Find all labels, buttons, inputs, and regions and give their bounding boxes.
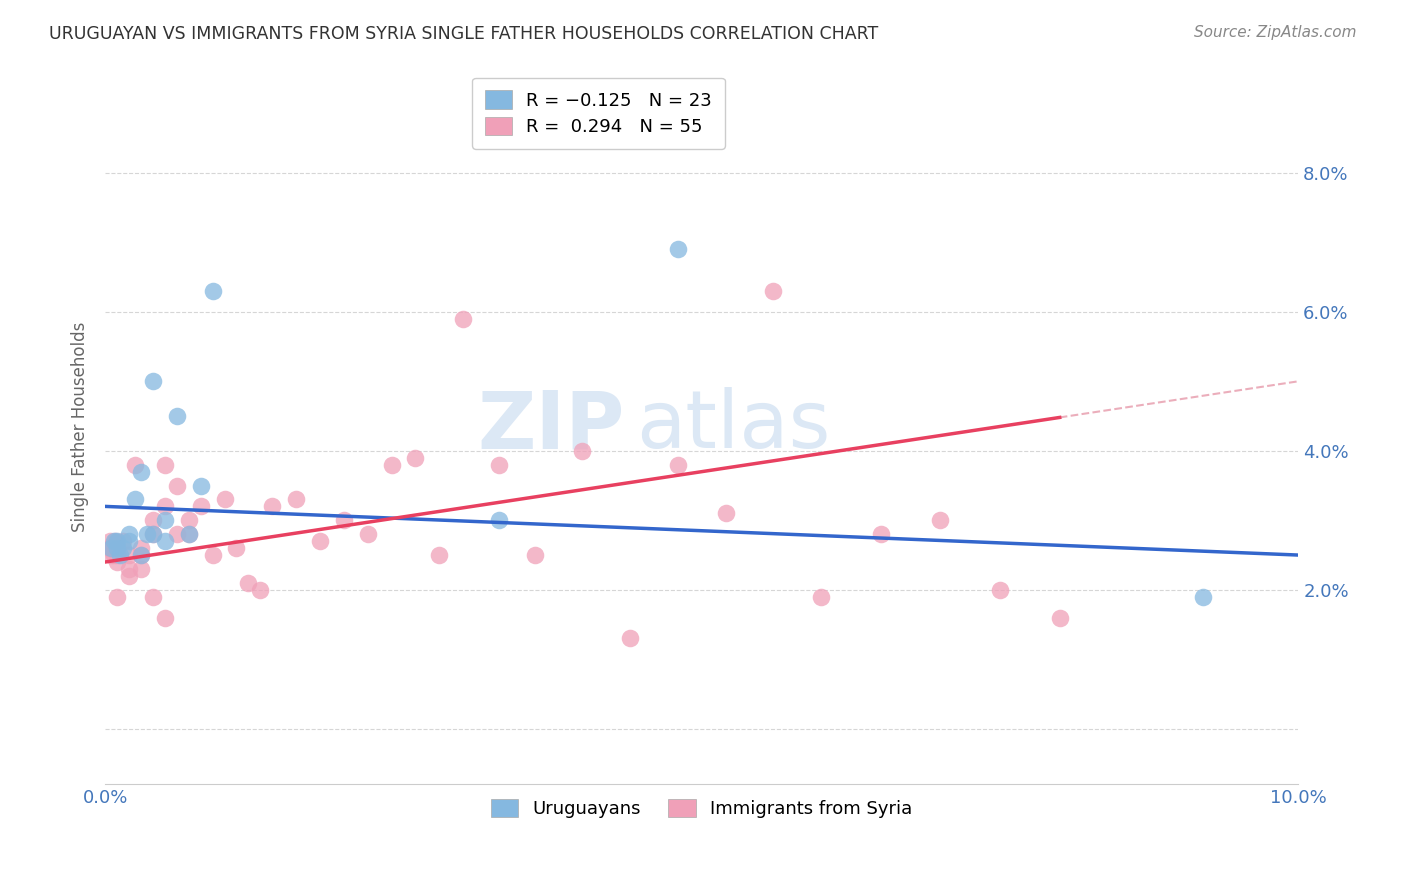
Point	[404, 450, 426, 465]
Point	[136, 527, 159, 541]
Point	[190, 500, 212, 514]
Point	[666, 242, 689, 256]
Point	[153, 458, 176, 472]
Point	[105, 590, 128, 604]
Point	[112, 534, 135, 549]
Point	[142, 590, 165, 604]
Point	[619, 632, 641, 646]
Point	[129, 562, 152, 576]
Point	[238, 575, 260, 590]
Point	[105, 534, 128, 549]
Point	[762, 284, 785, 298]
Point	[1192, 590, 1215, 604]
Point	[666, 458, 689, 472]
Point	[714, 507, 737, 521]
Text: Source: ZipAtlas.com: Source: ZipAtlas.com	[1194, 25, 1357, 40]
Point	[118, 562, 141, 576]
Point	[333, 513, 356, 527]
Point	[124, 458, 146, 472]
Point	[262, 500, 284, 514]
Point	[142, 513, 165, 527]
Point	[427, 548, 450, 562]
Point	[451, 311, 474, 326]
Point	[105, 555, 128, 569]
Point	[1049, 610, 1071, 624]
Point	[249, 582, 271, 597]
Point	[129, 465, 152, 479]
Point	[309, 534, 332, 549]
Point	[129, 548, 152, 562]
Point	[214, 492, 236, 507]
Point	[105, 541, 128, 555]
Point	[571, 443, 593, 458]
Text: URUGUAYAN VS IMMIGRANTS FROM SYRIA SINGLE FATHER HOUSEHOLDS CORRELATION CHART: URUGUAYAN VS IMMIGRANTS FROM SYRIA SINGL…	[49, 25, 879, 43]
Point	[118, 548, 141, 562]
Point	[190, 478, 212, 492]
Point	[97, 541, 120, 555]
Point	[105, 548, 128, 562]
Point	[105, 541, 128, 555]
Point	[929, 513, 952, 527]
Point	[166, 478, 188, 492]
Point	[118, 569, 141, 583]
Point	[142, 527, 165, 541]
Point	[100, 548, 122, 562]
Point	[118, 534, 141, 549]
Point	[118, 527, 141, 541]
Point	[177, 527, 200, 541]
Point	[357, 527, 380, 541]
Point	[108, 548, 131, 562]
Point	[523, 548, 546, 562]
Point	[201, 548, 224, 562]
Text: ZIP: ZIP	[477, 387, 624, 466]
Point	[166, 527, 188, 541]
Point	[380, 458, 402, 472]
Point	[98, 534, 121, 549]
Point	[988, 582, 1011, 597]
Point	[142, 374, 165, 388]
Point	[225, 541, 247, 555]
Point	[124, 492, 146, 507]
Y-axis label: Single Father Households: Single Father Households	[72, 321, 89, 532]
Text: atlas: atlas	[636, 387, 831, 466]
Point	[100, 541, 122, 555]
Point	[869, 527, 891, 541]
Point	[101, 541, 124, 555]
Point	[488, 458, 510, 472]
Point	[142, 527, 165, 541]
Point	[103, 548, 125, 562]
Point	[129, 548, 152, 562]
Point	[488, 513, 510, 527]
Point	[153, 513, 176, 527]
Point	[166, 409, 188, 423]
Point	[104, 534, 127, 549]
Point	[177, 527, 200, 541]
Point	[201, 284, 224, 298]
Point	[153, 500, 176, 514]
Legend: Uruguayans, Immigrants from Syria: Uruguayans, Immigrants from Syria	[484, 792, 920, 825]
Point	[103, 534, 125, 549]
Point	[129, 541, 152, 555]
Point	[153, 534, 176, 549]
Point	[177, 513, 200, 527]
Point	[285, 492, 308, 507]
Point	[810, 590, 832, 604]
Point	[153, 610, 176, 624]
Point	[112, 541, 135, 555]
